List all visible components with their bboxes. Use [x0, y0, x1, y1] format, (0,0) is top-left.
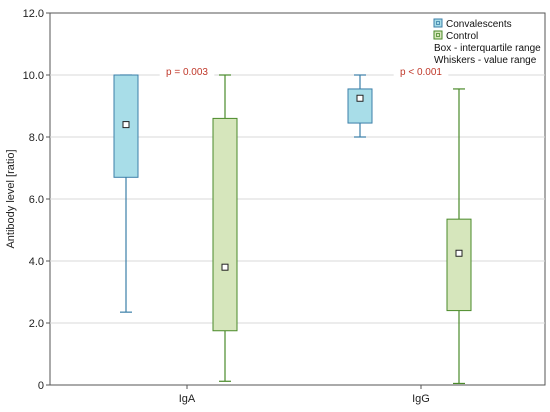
median-marker-convalescents-iga [122, 121, 130, 129]
legend-note-box: Box - interquartile range [434, 43, 541, 54]
legend-note-whiskers: Whiskers - value range [434, 55, 537, 66]
p-value-bg-iga [159, 65, 215, 78]
p-value-igg: p < 0.001 [400, 67, 442, 78]
annotations: p = 0.003 p < 0.001 [159, 65, 449, 78]
boxes [113, 74, 472, 385]
y-tick-label-0: 0 [38, 380, 44, 392]
legend-swatch-convalescents [433, 18, 443, 28]
legend-swatch-control [433, 30, 443, 40]
legend-label-control: Control [446, 31, 478, 42]
median-marker-control-igg [455, 249, 463, 257]
median-marker-convalescents-igg [356, 94, 364, 102]
y-axis-label: Antibody level [ratio] [5, 149, 17, 248]
y-tick-label-4: 8.0 [29, 132, 44, 144]
y-tick-label-1: 2.0 [29, 318, 44, 330]
y-tick-label-5: 10.0 [23, 70, 44, 82]
legend: Convalescents Control Box - interquartil… [433, 18, 541, 66]
iqr-box-control-igg [446, 218, 472, 312]
box-convalescents-igg [347, 74, 373, 138]
y-axis-ticks: 0 2.0 4.0 6.0 8.0 10.0 12.0 [23, 8, 50, 392]
box-control-igg [446, 88, 472, 385]
box-control-iga [212, 74, 238, 382]
iqr-box-control-iga [212, 117, 238, 332]
y-tick-label-3: 6.0 [29, 194, 44, 206]
legend-swatch-convalescents-marker [436, 21, 440, 25]
legend-swatch-control-marker [436, 33, 440, 37]
median-marker-control-iga [221, 263, 229, 271]
y-tick-label-6: 12.0 [23, 8, 44, 20]
x-axis-categories: IgA IgG [179, 385, 430, 405]
x-category-label-igg: IgG [412, 393, 430, 405]
x-category-label-iga: IgA [179, 393, 196, 405]
y-tick-label-2: 4.0 [29, 256, 44, 268]
box-convalescents-iga [113, 74, 139, 313]
iqr-box-convalescents-igg [347, 88, 373, 124]
p-value-iga: p = 0.003 [166, 67, 208, 78]
legend-label-convalescents: Convalescents [446, 19, 512, 30]
p-value-bg-igg [393, 65, 449, 78]
